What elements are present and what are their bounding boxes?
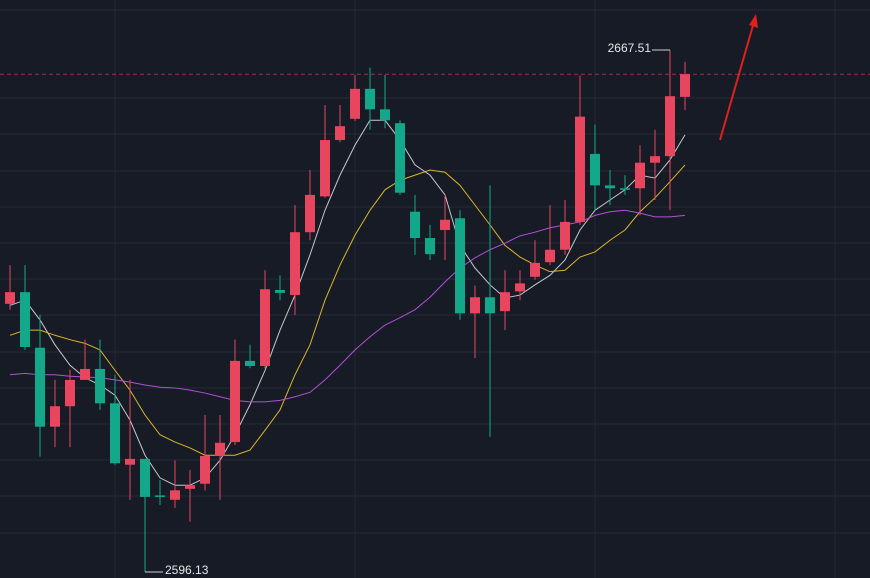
arrow-head: [749, 14, 758, 28]
candle-body: [305, 194, 315, 233]
candle-body: [245, 360, 255, 367]
candle-body: [65, 379, 75, 407]
candle-body: [320, 140, 330, 197]
candle-body: [560, 221, 570, 250]
candle-body: [515, 283, 525, 292]
candle-body: [440, 219, 450, 230]
candle-body: [35, 347, 45, 427]
candle-body: [665, 96, 675, 157]
ma-line: [9, 119, 686, 486]
candle-body: [470, 297, 480, 314]
candle-body: [335, 126, 345, 141]
candle-body: [80, 368, 90, 380]
candle-body: [215, 442, 225, 456]
candle-body: [650, 156, 660, 163]
ma-line: [9, 209, 686, 403]
candle-body: [410, 211, 420, 239]
candle-body: [110, 403, 120, 464]
candle-body: [140, 458, 150, 497]
candle-body: [545, 249, 555, 263]
ma-line: [9, 164, 686, 456]
trend-arrow: [719, 14, 758, 141]
candle-body: [155, 495, 165, 497]
candle-body: [5, 292, 15, 304]
candle-body: [185, 485, 195, 489]
candle-body: [380, 109, 390, 121]
candle-body: [230, 360, 240, 443]
candle-body: [605, 185, 615, 189]
candle-body: [50, 406, 60, 427]
candle-body: [680, 74, 690, 97]
candle-body: [200, 455, 210, 484]
candle-body: [425, 238, 435, 255]
candle-body: [260, 289, 270, 367]
candle-body: [170, 490, 180, 500]
candle-body: [590, 153, 600, 186]
candle-body: [290, 232, 300, 296]
candle-body: [275, 289, 285, 293]
low-label: 2596.13: [165, 563, 209, 577]
candle-body: [455, 218, 465, 314]
candle-body: [500, 292, 510, 312]
candle-body: [620, 188, 630, 190]
candle-body: [395, 123, 405, 193]
candle-body: [635, 162, 645, 189]
candle-body: [95, 368, 105, 404]
candle-body: [20, 292, 30, 347]
candle-body: [365, 88, 375, 110]
candle-body: [575, 116, 585, 222]
candle-body: [530, 262, 540, 277]
arrow-shaft: [719, 21, 755, 141]
candle-body: [350, 88, 360, 119]
candle-body: [485, 297, 495, 314]
high-label: 2667.51: [608, 41, 652, 55]
candle-body: [125, 458, 135, 465]
